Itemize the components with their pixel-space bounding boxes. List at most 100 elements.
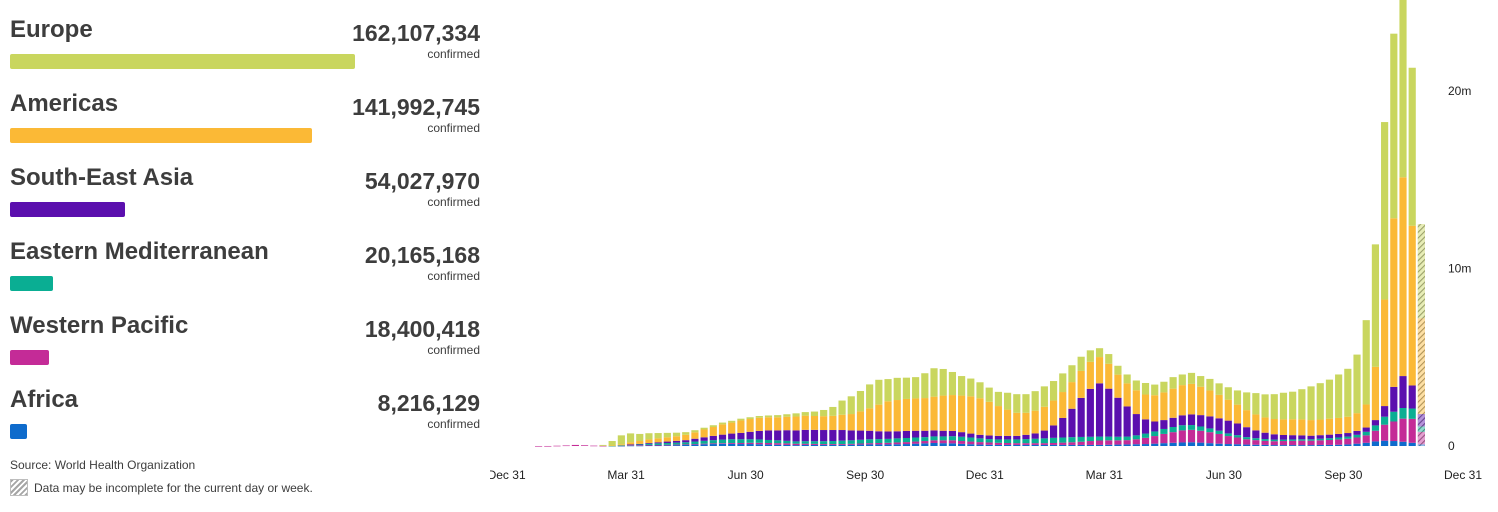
x-tick-label: Sep 30	[1324, 468, 1362, 482]
bar-segment-south-east-asia	[783, 430, 791, 441]
bar-segment-africa	[682, 444, 690, 447]
bar-segment-europe	[1187, 372, 1196, 384]
bar-segment-eastern-mediterranean	[866, 439, 874, 444]
bar-segment-eastern-mediterranean	[1243, 437, 1251, 440]
bar-segment-europe	[608, 441, 616, 446]
bar-segment-americas	[810, 416, 819, 430]
bar-segment-europe	[700, 427, 708, 430]
bar-segment-south-east-asia	[912, 430, 920, 438]
incomplete-data-text: Data may be incomplete for the current d…	[34, 480, 313, 495]
incomplete-week-hatch	[1417, 224, 1425, 319]
bar-segment-europe	[939, 368, 947, 396]
bar-segment-africa	[921, 443, 929, 446]
source-value: World Health Organization	[54, 458, 196, 472]
bar-segment-americas	[893, 400, 901, 432]
region-confirmed-count: 8,216,129	[377, 390, 480, 416]
bar-segment-south-east-asia	[1132, 414, 1140, 436]
bar-segment-africa	[875, 444, 883, 446]
bar-segment-africa	[1013, 444, 1021, 447]
bar-segment-eastern-mediterranean	[1197, 426, 1205, 431]
bar-segment-western-pacific	[912, 441, 920, 444]
bar-segment-south-east-asia	[1316, 435, 1324, 439]
bar-segment-eastern-mediterranean	[1353, 434, 1361, 438]
bar-segment-americas	[1068, 382, 1076, 409]
bar-segment-western-pacific	[902, 442, 911, 445]
bar-segment-western-pacific	[1390, 421, 1398, 442]
bar-segment-africa	[755, 444, 763, 447]
bar-segment-africa	[1049, 444, 1058, 447]
bar-segment-south-east-asia	[1059, 417, 1067, 438]
bar-segment-western-pacific	[746, 442, 754, 445]
bar-segment-western-pacific	[535, 445, 543, 447]
bar-segment-africa	[1371, 441, 1380, 446]
bar-segment-western-pacific	[958, 441, 966, 444]
bar-segment-eastern-mediterranean	[1132, 435, 1140, 440]
bar-segment-americas	[774, 417, 782, 431]
bar-segment-africa	[1215, 443, 1223, 446]
bar-segment-americas	[1252, 414, 1260, 431]
bar-segment-western-pacific	[1132, 439, 1140, 445]
bar-segment-africa	[884, 444, 892, 446]
region-bar	[10, 128, 312, 143]
bar-segment-americas	[1215, 394, 1223, 419]
bar-segment-americas	[682, 434, 690, 441]
bar-segment-europe	[1224, 387, 1232, 400]
bar-segment-africa	[746, 444, 754, 446]
bar-segment-western-pacific	[893, 442, 901, 445]
bar-segment-western-pacific	[1141, 437, 1150, 445]
bar-segment-eastern-mediterranean	[1279, 439, 1288, 442]
bar-segment-africa	[1068, 444, 1076, 447]
bar-segment-eastern-mediterranean	[1114, 436, 1122, 441]
bar-segment-africa	[1151, 443, 1159, 446]
bar-segment-europe	[820, 409, 828, 417]
bar-segment-western-pacific	[948, 440, 956, 444]
y-tick-label: 20m	[1448, 84, 1471, 98]
bar-segment-americas	[1059, 392, 1067, 418]
bar-segment-western-pacific	[994, 442, 1002, 445]
incomplete-week-hatch	[1417, 444, 1425, 447]
bar-segment-africa	[1381, 440, 1389, 447]
bar-segment-western-pacific	[645, 444, 653, 446]
bar-segment-americas	[939, 395, 947, 431]
bar-segment-africa	[829, 444, 837, 447]
region-confirmed-count: 162,107,334	[352, 20, 480, 46]
bar-segment-western-pacific	[571, 444, 579, 447]
bar-segment-africa	[1270, 445, 1278, 446]
bar-segment-western-pacific	[1114, 440, 1122, 445]
bar-segment-americas	[985, 401, 993, 436]
bar-segment-europe	[718, 422, 727, 425]
bar-segment-europe	[1243, 392, 1251, 411]
source-credit: Source: World Health Organization	[10, 458, 195, 472]
bar-segment-africa	[1141, 444, 1150, 446]
bar-segment-south-east-asia	[930, 430, 938, 437]
bar-segment-africa	[1169, 442, 1177, 447]
x-tick-label: Dec 31	[490, 468, 526, 482]
bar-segment-americas	[856, 411, 865, 431]
bar-segment-americas	[1013, 412, 1021, 436]
bar-segment-south-east-asia	[1399, 376, 1407, 409]
region-europe: Europe 162,107,334 confirmed	[10, 16, 480, 90]
bar-segment-americas	[958, 395, 966, 433]
bar-segment-americas	[967, 396, 975, 434]
bar-segment-eastern-mediterranean	[774, 440, 782, 444]
bar-segment-eastern-mediterranean	[948, 436, 956, 441]
bar-segment-south-east-asia	[875, 431, 883, 440]
bar-segment-eastern-mediterranean	[1270, 439, 1278, 442]
bar-segment-americas	[1086, 361, 1094, 389]
bar-segment-africa	[1316, 444, 1324, 447]
hatch-pattern-icon	[10, 479, 28, 496]
bar-segment-south-east-asia	[1178, 415, 1186, 426]
bar-segment-western-pacific	[544, 445, 552, 447]
bar-segment-americas	[1243, 410, 1251, 428]
bar-segment-western-pacific	[1022, 443, 1030, 445]
bar-segment-south-east-asia	[1289, 435, 1297, 440]
bar-segment-europe	[645, 433, 653, 440]
bar-segment-europe	[1095, 348, 1104, 358]
bar-segment-south-east-asia	[1123, 406, 1131, 437]
bar-segment-africa	[1224, 444, 1232, 446]
bar-segment-south-east-asia	[1151, 421, 1159, 432]
bar-segment-eastern-mediterranean	[746, 439, 754, 443]
bar-segment-africa	[1399, 441, 1407, 446]
bar-segment-europe	[875, 379, 883, 405]
bar-segment-south-east-asia	[682, 440, 690, 443]
